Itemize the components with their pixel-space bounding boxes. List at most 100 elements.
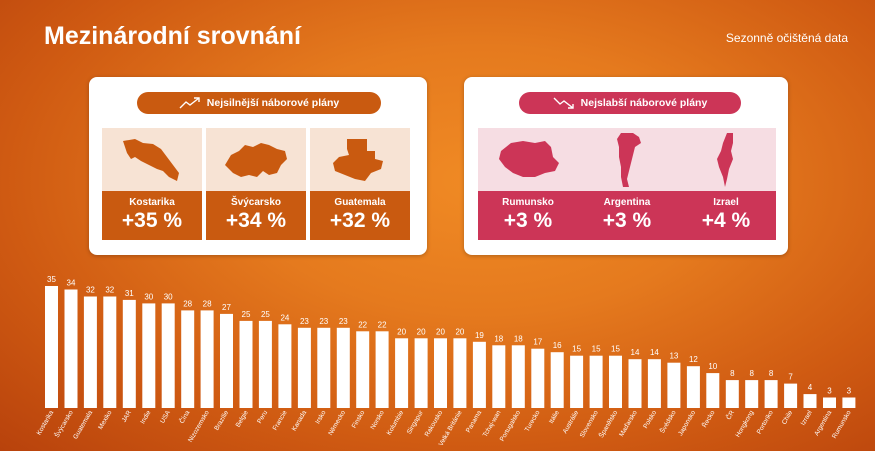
bar-value-label: 20 xyxy=(455,327,464,336)
bar-value-label: 15 xyxy=(592,345,601,354)
category-label: Panama xyxy=(465,409,483,434)
bar xyxy=(531,348,545,408)
bar xyxy=(628,359,642,408)
bar-value-label: 30 xyxy=(164,292,173,301)
bar-value-label: 16 xyxy=(553,341,562,350)
country-tile-israel: Izrael +4 % xyxy=(676,128,776,240)
strongest-plans-label: Nejsilnější náborové plány xyxy=(206,97,340,109)
country-value: +35 % xyxy=(121,209,183,232)
category-label: Izrael xyxy=(800,409,814,427)
hiring-plans-bar-chart: 35Kostarika34Švýcarsko32Guatemala32Mexik… xyxy=(36,275,856,447)
bar xyxy=(511,345,525,408)
category-label: ČR xyxy=(724,408,737,421)
strongest-plans-header: Nejsilnější náborové plány xyxy=(137,92,381,114)
category-label: USA xyxy=(159,409,172,425)
bar xyxy=(395,338,409,408)
bar xyxy=(667,362,681,408)
argentina-map-icon xyxy=(617,132,641,187)
costa-rica-map-icon xyxy=(123,138,179,181)
bar xyxy=(356,331,370,408)
country-value: +3 % xyxy=(602,209,652,232)
weakest-plans-header: Nejslabší náborové plány xyxy=(519,92,741,114)
bar-value-label: 23 xyxy=(300,317,309,326)
bar-value-label: 32 xyxy=(86,286,95,295)
country-tile-argentina: Argentina +3 % xyxy=(577,128,677,240)
country-tile-costa-rica: Kostarika +35 % xyxy=(102,128,202,240)
country-value: +34 % xyxy=(225,209,287,232)
country-tile-guatemala: Guatemala +32 % xyxy=(310,128,410,240)
bar-value-label: 7 xyxy=(788,373,793,382)
bar-value-label: 34 xyxy=(67,279,76,288)
category-label: Austrálie xyxy=(562,409,581,435)
strongest-plans-card: Nejsilnější náborové plány Kostarika +35… xyxy=(89,77,427,255)
category-label: Maďarsko xyxy=(618,409,639,438)
bar xyxy=(239,320,253,408)
bar xyxy=(550,352,564,408)
bar xyxy=(297,327,311,408)
bar xyxy=(200,310,214,408)
bar xyxy=(278,324,292,408)
bar xyxy=(336,327,350,408)
category-label: Nizozemsko xyxy=(187,409,211,443)
bar xyxy=(161,303,175,408)
bar xyxy=(434,338,447,408)
trend-up-icon xyxy=(179,97,200,109)
category-label: Kanada xyxy=(291,409,308,432)
bar-value-label: 15 xyxy=(572,345,581,354)
category-label: Čína xyxy=(177,408,192,425)
category-label: Rakousko xyxy=(424,409,445,438)
category-label: Guatemala xyxy=(72,409,94,440)
category-label: Hongkong xyxy=(735,409,756,438)
bar-value-label: 14 xyxy=(631,348,640,357)
bar xyxy=(258,320,272,408)
category-label: Tchaj-wan xyxy=(482,409,503,438)
bar xyxy=(803,394,817,408)
bar xyxy=(220,313,233,408)
bar xyxy=(842,397,856,408)
bar-value-label: 32 xyxy=(105,286,114,295)
category-label: Argentina xyxy=(813,409,833,437)
category-label: Rumunsko xyxy=(831,409,853,440)
category-label: Mexiko xyxy=(97,409,114,431)
bar-value-label: 31 xyxy=(125,289,134,298)
category-label: Peru xyxy=(256,409,269,425)
bar xyxy=(472,341,486,408)
bar xyxy=(103,296,117,408)
category-label: Portoriko xyxy=(756,409,775,435)
category-label: Švédsko xyxy=(657,408,677,434)
bar xyxy=(64,289,78,408)
bar xyxy=(647,359,661,408)
bar-value-label: 12 xyxy=(689,355,698,364)
bar xyxy=(784,383,798,408)
bar-value-label: 25 xyxy=(261,310,270,319)
category-label: Španělsko xyxy=(596,408,619,439)
bar-value-label: 20 xyxy=(417,327,426,336)
bar-value-label: 15 xyxy=(611,345,620,354)
bar-value-label: 14 xyxy=(650,348,659,357)
bar-value-label: 27 xyxy=(222,303,231,312)
bar-value-label: 22 xyxy=(358,320,367,329)
bar xyxy=(570,355,584,408)
category-label: Chile xyxy=(781,409,795,426)
bar-value-label: 20 xyxy=(397,327,406,336)
category-label: Indie xyxy=(139,409,152,425)
category-label: Norsko xyxy=(369,409,386,431)
bar-value-label: 3 xyxy=(847,387,852,396)
category-label: Japonsko xyxy=(677,409,697,437)
bar-value-label: 22 xyxy=(378,320,387,329)
bar xyxy=(686,366,700,408)
bar-value-label: 10 xyxy=(708,362,717,371)
bar-value-label: 24 xyxy=(280,313,289,322)
bar-value-label: 25 xyxy=(242,310,251,319)
country-name: Švýcarsko xyxy=(230,197,282,208)
bar-value-label: 13 xyxy=(669,352,678,361)
country-name: Izrael xyxy=(713,197,739,208)
country-value: +3 % xyxy=(503,209,553,232)
guatemala-map-icon xyxy=(333,138,383,181)
category-label: Německo xyxy=(327,409,347,437)
bar xyxy=(122,299,136,408)
bar-value-label: 23 xyxy=(339,317,348,326)
bar xyxy=(764,380,778,408)
bar xyxy=(492,345,506,408)
country-value: +4 % xyxy=(701,209,751,232)
